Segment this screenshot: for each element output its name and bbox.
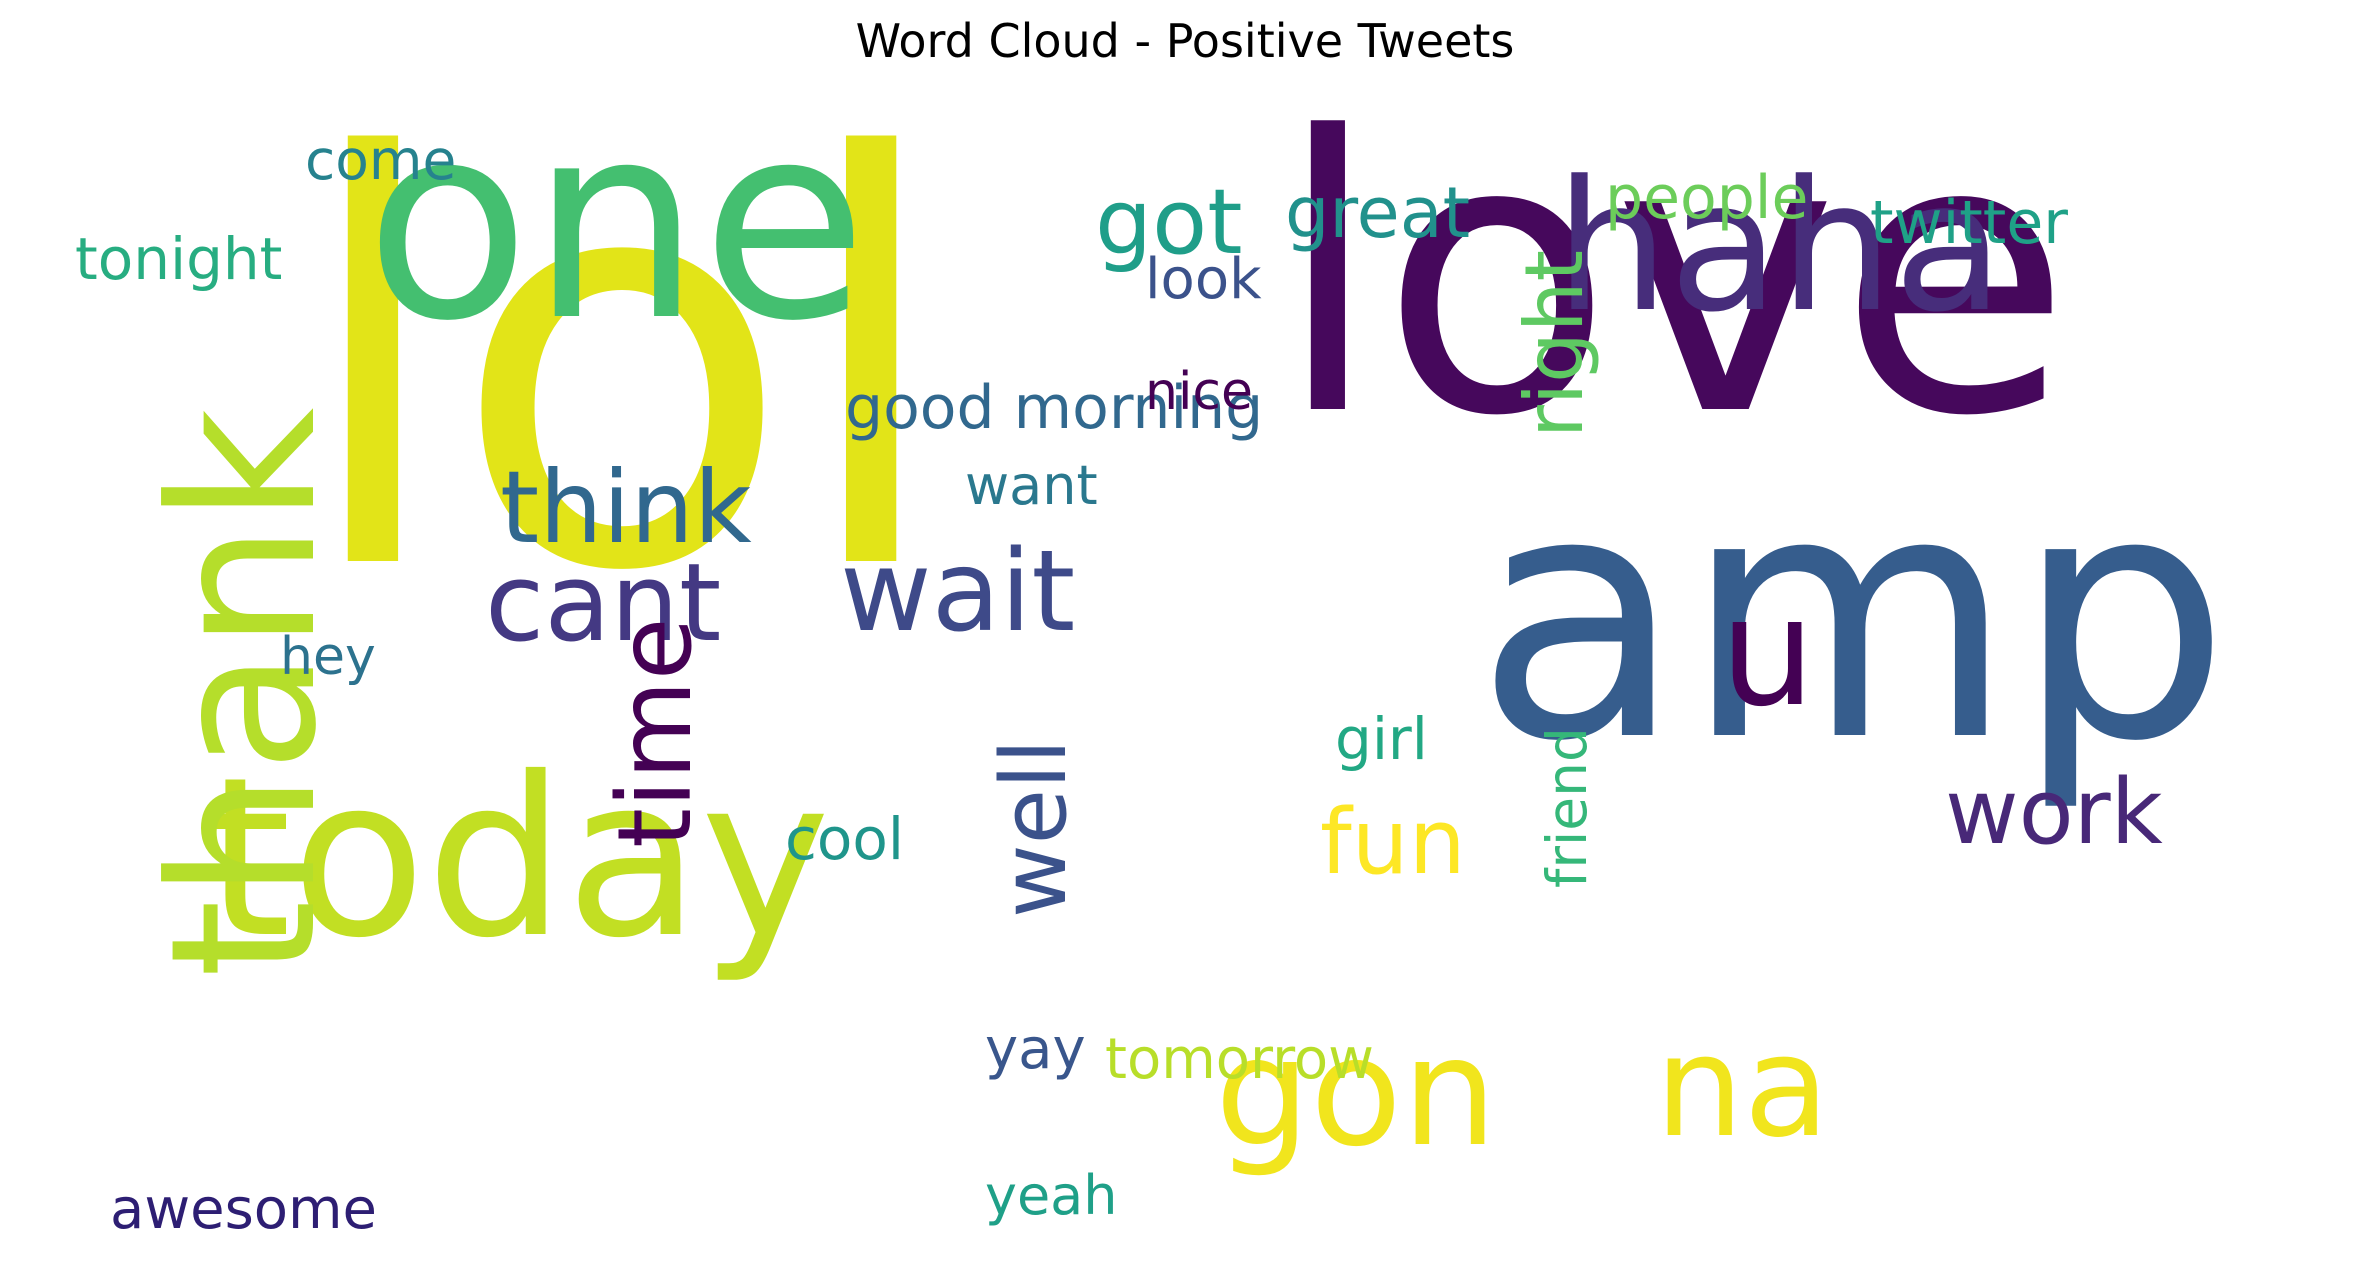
- word-want: want: [965, 454, 1098, 517]
- word-wait: wait: [840, 527, 1076, 657]
- word-love: love: [1275, 88, 2072, 499]
- word-girl: girl: [1335, 705, 1428, 773]
- word-great: great: [1285, 172, 1471, 254]
- word-yay: yay: [985, 1017, 1086, 1082]
- word-got: got: [1095, 170, 1243, 275]
- word-right: right: [1508, 250, 1601, 438]
- word-think: think: [500, 449, 752, 566]
- word-well: well: [982, 739, 1087, 918]
- word-haha: haha: [1555, 143, 2004, 352]
- word-gon: gon: [1215, 1006, 1498, 1180]
- word-friend: friend: [1535, 727, 1599, 888]
- word-cant: cant: [485, 541, 722, 666]
- word-tomorrow: tomorrow: [1105, 1027, 1374, 1092]
- word-good-morning: good morning: [845, 373, 1264, 443]
- word-nice: nice: [1145, 362, 1253, 422]
- word-fun: fun: [1320, 790, 1466, 895]
- word-cool: cool: [785, 805, 904, 873]
- word-time: time: [596, 617, 715, 848]
- word-u: u: [1720, 566, 1816, 740]
- word-awesome: awesome: [110, 1177, 378, 1238]
- word-thank: thank: [128, 407, 361, 978]
- word-look: look: [1145, 247, 1262, 312]
- word-come: come: [305, 128, 457, 192]
- word-na: na: [1655, 1006, 1830, 1169]
- word-lol: lol: [295, 88, 949, 694]
- word-work: work: [1945, 760, 2163, 865]
- word-twitter: twitter: [1870, 188, 2068, 258]
- word-cloud: lol love amp one haha today thank gon na u wait can…: [35, 88, 2337, 1238]
- chart-title: Word Cloud - Positive Tweets: [855, 14, 1515, 68]
- word-hey: hey: [280, 627, 376, 687]
- word-today: today: [205, 730, 831, 986]
- word-tonight: tonight: [75, 225, 283, 293]
- word-one: one: [365, 88, 868, 380]
- word-yeah: yeah: [985, 1164, 1118, 1227]
- word-amp: amp: [1475, 420, 2231, 816]
- word-people: people: [1605, 163, 1809, 233]
